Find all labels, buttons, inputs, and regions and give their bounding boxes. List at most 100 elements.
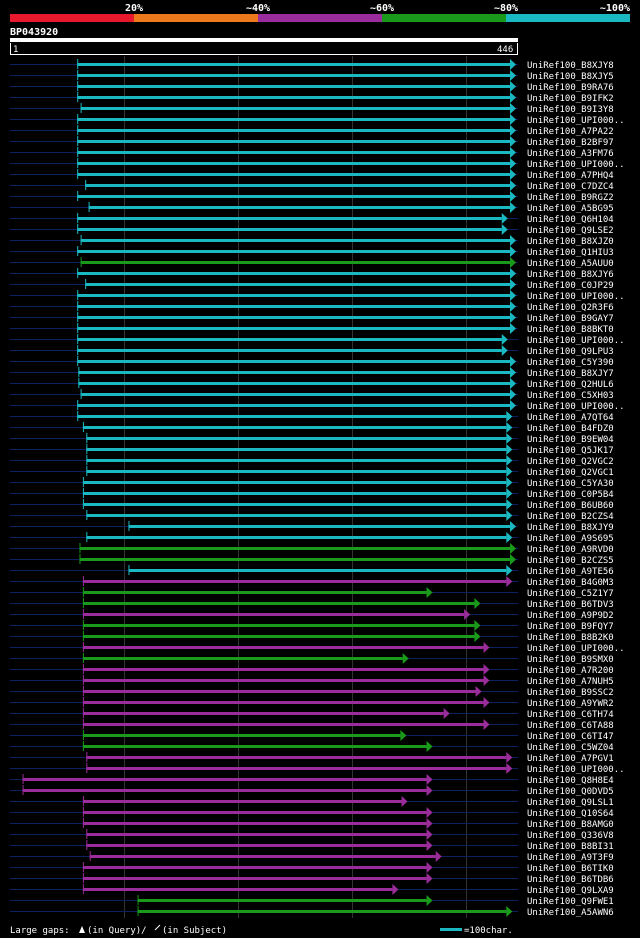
hit-row: UniRef100_A7PHQ4 xyxy=(10,169,614,181)
hit-end-arrow xyxy=(506,411,513,422)
identity-bin-end-label: ~100% xyxy=(600,3,630,14)
hit-label: UniRef100_A9TE56 xyxy=(527,567,614,577)
hit-end-arrow xyxy=(510,136,516,147)
hit-row: UniRef100_B8XJY7 xyxy=(10,367,614,379)
hit-bar xyxy=(86,833,427,836)
hit-bar xyxy=(82,591,427,594)
hit-bar xyxy=(86,459,507,462)
hit-end-arrow xyxy=(510,125,516,136)
identity-bin-0 xyxy=(10,14,134,22)
hit-end-arrow xyxy=(506,444,513,455)
hit-end-arrow xyxy=(506,466,513,477)
hit-bar xyxy=(82,723,484,726)
hit-row: UniRef100_B6TDB6 xyxy=(10,873,614,885)
hit-row: UniRef100_Q2VGC1 xyxy=(10,466,614,478)
hit-row: UniRef100_A7R200 xyxy=(10,664,614,676)
hit-row: UniRef100_B9IFK2 xyxy=(10,92,614,104)
hit-bar xyxy=(80,393,510,396)
hit-label: UniRef100_B9EW04 xyxy=(527,435,614,445)
hit-label: UniRef100_B2CZS5 xyxy=(527,556,614,566)
hit-row: UniRef100_B6TIK0 xyxy=(10,862,614,874)
hit-end-arrow xyxy=(392,884,399,895)
hit-label: UniRef100_UPI000.. xyxy=(527,765,625,775)
hit-row: UniRef100_A7PA22 xyxy=(10,125,614,137)
hit-end-arrow xyxy=(510,59,516,70)
hit-row: UniRef100_C5WZ04 xyxy=(10,741,614,753)
hit-row: UniRef100_C7DZC4 xyxy=(10,180,614,192)
hit-bar xyxy=(86,514,507,517)
hit-label: UniRef100_UPI000.. xyxy=(527,644,625,654)
hit-end-arrow xyxy=(426,818,433,829)
hit-end-arrow xyxy=(506,565,513,576)
hit-label: UniRef100_B9SSC2 xyxy=(527,688,614,698)
hit-bar xyxy=(77,173,511,176)
hit-bar xyxy=(128,525,510,528)
hit-bar xyxy=(82,822,427,825)
hit-end-arrow xyxy=(510,103,516,114)
hit-bar xyxy=(77,140,511,143)
hit-end-arrow xyxy=(510,389,516,400)
hit-bar xyxy=(82,624,475,627)
hit-rows: UniRef100_B8XJY8UniRef100_B8XJY5UniRef10… xyxy=(10,59,625,918)
hit-row: UniRef100_B8XJY8 xyxy=(10,59,614,71)
hit-bar xyxy=(82,811,427,814)
hit-label: UniRef100_UPI000.. xyxy=(527,116,625,126)
hit-end-arrow xyxy=(483,697,490,708)
hit-bar xyxy=(22,778,427,781)
hit-row: UniRef100_A7NUH5 xyxy=(10,675,614,687)
hit-label: UniRef100_C0JP29 xyxy=(527,281,614,291)
hit-row: UniRef100_Q5JK17 xyxy=(10,444,614,456)
query-bar xyxy=(10,38,518,42)
hit-row: UniRef100_Q9FWE1 xyxy=(10,895,614,907)
hit-bar xyxy=(86,767,507,770)
hit-end-arrow xyxy=(426,840,433,851)
hit-row: UniRef100_A5AWN6 xyxy=(10,906,614,918)
hit-bar xyxy=(82,701,484,704)
hit-label: UniRef100_A7PHQ4 xyxy=(527,171,614,181)
hit-end-arrow xyxy=(510,301,516,312)
hit-label: UniRef100_C5YA30 xyxy=(527,479,614,489)
hit-bar xyxy=(77,129,511,132)
hit-end-arrow xyxy=(483,719,490,730)
hit-end-arrow xyxy=(510,268,516,279)
hit-bar xyxy=(77,360,511,363)
hit-bar xyxy=(80,239,510,242)
hit-end-arrow xyxy=(501,213,508,224)
hit-label: UniRef100_A5AWN6 xyxy=(527,908,614,918)
hit-row: UniRef100_C5XH03 xyxy=(10,389,614,401)
hit-label: UniRef100_C5Z1Y7 xyxy=(527,589,614,599)
hit-row: UniRef100_Q9LXA9 xyxy=(10,884,614,896)
hit-row: UniRef100_C0JP29 xyxy=(10,279,614,291)
hit-row: UniRef100_C5Z1Y7 xyxy=(10,587,614,599)
hit-row: UniRef100_A9T3F9 xyxy=(10,851,614,863)
hit-row: UniRef100_UPI000.. xyxy=(10,642,625,654)
hit-row: UniRef100_A9TE56 xyxy=(10,565,614,577)
hit-bar xyxy=(86,536,507,539)
hit-bar xyxy=(80,107,510,110)
hit-row: UniRef100_B2BF97 xyxy=(10,136,614,148)
hit-label: UniRef100_B2CZS4 xyxy=(527,512,614,522)
hit-row: UniRef100_Q1HIU3 xyxy=(10,246,614,258)
hit-label: UniRef100_A9P9D2 xyxy=(527,611,614,621)
hit-row: UniRef100_B8XJY6 xyxy=(10,268,614,280)
hit-end-arrow xyxy=(510,521,516,532)
hit-label: UniRef100_A9S695 xyxy=(527,534,614,544)
identity-bin-2 xyxy=(258,14,382,22)
hit-label: UniRef100_C6TI47 xyxy=(527,732,614,742)
hit-row: UniRef100_B8AMG0 xyxy=(10,818,614,830)
hit-end-arrow xyxy=(474,598,481,609)
hit-bar xyxy=(77,96,511,99)
hit-end-arrow xyxy=(426,807,433,818)
hit-row: UniRef100_Q2R3F6 xyxy=(10,301,614,313)
hit-bar xyxy=(82,866,427,869)
hit-bar xyxy=(77,195,511,198)
hit-end-arrow xyxy=(510,312,516,323)
hit-end-arrow xyxy=(510,356,516,367)
hit-bar xyxy=(82,635,475,638)
hit-bar xyxy=(86,470,507,473)
hit-row: UniRef100_A5AUU0 xyxy=(10,257,614,269)
hit-row: UniRef100_A5BG95 xyxy=(10,202,614,214)
hit-label: UniRef100_A5BG95 xyxy=(527,204,614,214)
hit-bar xyxy=(82,734,401,737)
hit-end-arrow xyxy=(510,235,516,246)
